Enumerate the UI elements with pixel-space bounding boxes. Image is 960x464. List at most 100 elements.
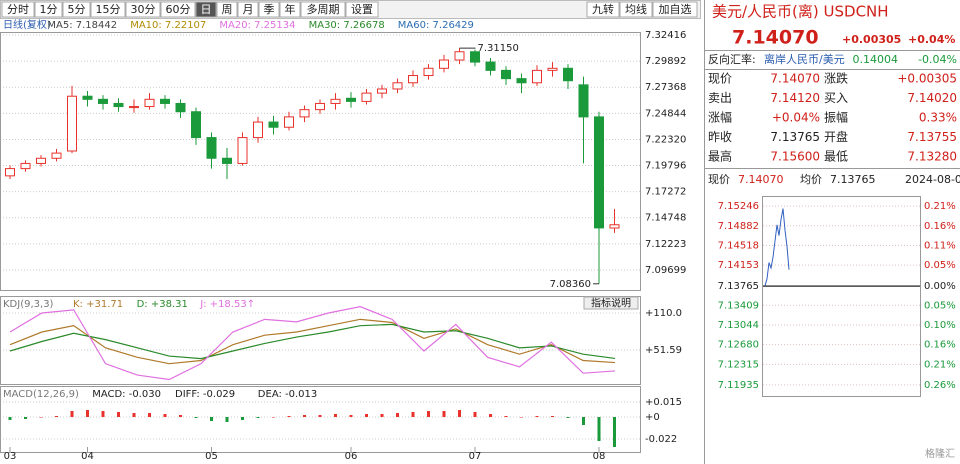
quote-label: 涨幅 [708, 110, 732, 125]
info-button[interactable] [583, 296, 639, 310]
ma-legend: MA20: 7.25134 [219, 20, 295, 31]
candle-body [175, 102, 186, 113]
macd-bar [8, 417, 12, 420]
macd-panel [0, 386, 641, 453]
tab-label[interactable]: 15分 [96, 3, 121, 16]
tab-label[interactable]: 日 [201, 3, 212, 16]
macd-bar [535, 416, 539, 417]
candle-body [408, 75, 418, 84]
candle-body [51, 152, 62, 159]
y-tick-label: 7.22320 [645, 134, 686, 145]
tab-button[interactable] [216, 1, 238, 18]
x-tick-label: 05 [205, 451, 218, 462]
y-tick-label: +0.015 [645, 397, 682, 408]
candle-body [82, 95, 93, 100]
candle-body [454, 51, 465, 61]
macd-bar [380, 414, 384, 417]
tab-button[interactable] [1, 1, 35, 18]
tab-button[interactable] [34, 1, 63, 18]
pct-tick-label: 0.11% [924, 240, 956, 251]
macd-bar [148, 413, 151, 417]
intraday-header: 现价 [708, 173, 730, 186]
tool-button[interactable] [586, 1, 620, 18]
macd-bar [179, 415, 182, 417]
quote-value: 7.14120 [770, 91, 820, 105]
tab-button[interactable] [125, 1, 161, 18]
pct-tick-label: 0.05% [924, 260, 956, 271]
tab-button[interactable] [300, 1, 346, 18]
macd-legend: DIFF: -0.029 [175, 389, 235, 400]
y-tick-label: 7.14748 [645, 213, 686, 224]
candle-body [516, 78, 527, 84]
tab-label[interactable]: 5分 [68, 3, 86, 16]
watermark: 格隆汇 [925, 447, 955, 460]
quote-value: 0.33% [919, 111, 957, 125]
reverse-label: 反向汇率: [708, 52, 756, 66]
y-tick-label: 7.14882 [718, 221, 759, 232]
pct-tick-label: 0.16% [924, 221, 956, 232]
intraday-panel [762, 196, 921, 397]
macd-legend: MACD(12,26,9) [3, 389, 79, 400]
macd-bar [163, 414, 167, 417]
tab-label[interactable]: 月 [243, 3, 254, 16]
tab-button[interactable] [258, 1, 280, 18]
macd-bar [551, 416, 554, 417]
macd-bar [101, 411, 105, 417]
x-tick-label: 04 [81, 451, 94, 462]
reverse-name: 离岸人民币/美元 [764, 52, 845, 66]
annotation: 7.31150 [478, 43, 519, 54]
quote-label: 最低 [824, 150, 848, 164]
tab-button[interactable] [279, 1, 301, 18]
macd-bar [256, 417, 260, 418]
quote-label: 卖出 [708, 91, 732, 105]
pct-tick-label: 0.21% [924, 201, 956, 212]
tool-label[interactable]: 九转 [592, 2, 614, 16]
y-tick-label: 7.09699 [645, 265, 686, 276]
candle-body [377, 88, 387, 94]
y-tick-label: +51.59 [645, 345, 682, 356]
candle-body [113, 102, 124, 108]
tab-button[interactable] [90, 1, 126, 18]
pct-tick-label: 0.00% [924, 281, 956, 292]
macd-bar [473, 412, 477, 417]
candle-body [330, 98, 341, 104]
tab-label[interactable]: 设置 [351, 3, 373, 16]
tab-label[interactable]: 多周期 [307, 2, 340, 16]
macd-bar [303, 415, 306, 417]
quote-change: +0.00305 [842, 33, 901, 46]
ma-legend: MA5: 7.18442 [47, 20, 117, 31]
tool-button[interactable] [619, 1, 653, 18]
reverse-price: 0.14004 [853, 53, 899, 66]
candle-body [532, 69, 542, 84]
candle-body [361, 92, 372, 102]
tab-label[interactable]: 年 [285, 2, 296, 16]
tab-button[interactable] [195, 1, 217, 18]
tab-label[interactable]: 1分 [40, 3, 58, 16]
candle-body [36, 157, 46, 164]
tab-label[interactable]: 分时 [7, 3, 29, 16]
macd-bar [411, 412, 415, 417]
tab-label[interactable]: 周 [222, 3, 233, 16]
tab-button[interactable] [345, 1, 379, 18]
intraday-header: 7.14070 [738, 173, 784, 186]
y-tick-label: 7.15246 [718, 201, 759, 212]
tool-label[interactable]: 均线 [625, 2, 647, 16]
tab-button[interactable] [160, 1, 196, 18]
info-button-label[interactable]: 指标说明 [591, 297, 631, 310]
macd-bar [210, 417, 213, 421]
tool-label[interactable]: 加自选 [659, 3, 692, 16]
tab-button[interactable] [237, 1, 259, 18]
tab-button[interactable] [62, 1, 91, 18]
quote-change-pct: +0.04% [908, 33, 955, 46]
candle-body [144, 98, 155, 108]
tab-label[interactable]: 30分 [131, 3, 156, 16]
macd-bar [194, 417, 198, 418]
x-tick-label: 08 [593, 451, 606, 462]
y-tick-label: +110.0 [645, 308, 682, 319]
y-tick-label: 7.14518 [718, 240, 759, 251]
tab-label[interactable]: 60分 [166, 3, 191, 16]
tool-button[interactable] [652, 1, 698, 18]
quote-label: 最高 [708, 149, 732, 164]
pct-tick-label: 0.21% [924, 359, 956, 370]
tab-label[interactable]: 季 [264, 3, 275, 16]
